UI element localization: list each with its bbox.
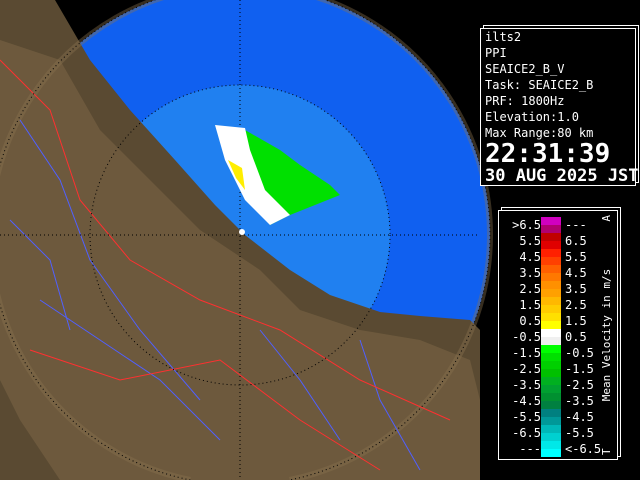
echo-white: [215, 125, 290, 225]
legend-low: -4.5: [512, 394, 541, 408]
legend-high: -4.5: [565, 410, 594, 424]
velocity-legend: >6.5 --- 5.5 6.5 4.5 5.5 3.5 4.5 2.5 3.5 1.5 2.5 0.5…: [498, 210, 618, 460]
legend-swatch: [541, 249, 561, 265]
radar-site: [239, 229, 245, 235]
legend-low: -1.5: [512, 346, 541, 360]
legend-swatch: [541, 313, 561, 329]
legend-swatch: [541, 217, 561, 233]
legend-low: >6.5: [512, 218, 541, 232]
scan-info-panel: ilts2 PPI SEAICE2_B_V Task: SEAICE2_B PR…: [480, 28, 639, 186]
legend-row: 4.5 5.5: [499, 249, 599, 265]
legend-low: -0.5: [512, 330, 541, 344]
legend-swatch: [541, 329, 561, 345]
site-name: ilts2: [485, 30, 522, 44]
legend-row: 3.5 4.5: [499, 265, 599, 281]
echo-yellow: [228, 160, 245, 190]
legend-swatch: [541, 425, 561, 441]
legend-row: -6.5 -5.5: [499, 425, 599, 441]
legend-high: 1.5: [565, 314, 587, 328]
legend-low: -6.5: [512, 426, 541, 440]
legend-row: -5.5 -4.5: [499, 409, 599, 425]
legend-row: -2.5 -1.5: [499, 361, 599, 377]
legend-row: -1.5 -0.5: [499, 345, 599, 361]
scan-time: 22:31:39: [485, 139, 611, 169]
legend-low: 4.5: [519, 250, 541, 264]
legend-high: -3.5: [565, 394, 594, 408]
legend-row: -0.5 0.5: [499, 329, 599, 345]
legend-row: 5.5 6.5: [499, 233, 599, 249]
legend-swatch: [541, 409, 561, 425]
legend-high: 2.5: [565, 298, 587, 312]
toward-marker: T: [600, 448, 613, 455]
max-range: Max Range:80 km: [485, 126, 594, 140]
legend-low: 0.5: [519, 314, 541, 328]
legend-swatch: [541, 281, 561, 297]
legend-high: ---: [565, 218, 587, 232]
borders: [0, 59, 451, 471]
legend-high: -5.5: [565, 426, 594, 440]
legend-low: 3.5: [519, 266, 541, 280]
elevation: Elevation:1.0: [485, 110, 579, 124]
legend-low: -5.5: [512, 410, 541, 424]
legend-high: 6.5: [565, 234, 587, 248]
legend-row: 1.5 2.5: [499, 297, 599, 313]
product-name: SEAICE2_B_V: [485, 62, 565, 76]
legend-row: >6.5 ---: [499, 217, 599, 233]
legend-high: <-6.5: [565, 442, 602, 456]
scan-date: 30 AUG 2025 JST: [485, 166, 639, 186]
legend-low: -3.5: [512, 378, 541, 392]
legend-high: -1.5: [565, 362, 594, 376]
legend-high: 0.5: [565, 330, 587, 344]
prf: PRF: 1800Hz: [485, 94, 565, 108]
legend-high: -2.5: [565, 378, 594, 392]
legend-swatch: [541, 265, 561, 281]
away-marker: A: [600, 215, 613, 222]
legend-title: Mean Velocity in m/s: [600, 268, 613, 402]
legend-low: 5.5: [519, 234, 541, 248]
legend-row: -4.5 -3.5: [499, 393, 599, 409]
legend-high: -0.5: [565, 346, 594, 360]
legend-swatch: [541, 297, 561, 313]
legend-swatch: [541, 361, 561, 377]
legend-high: 4.5: [565, 266, 587, 280]
legend-swatch: [541, 233, 561, 249]
task-name: Task: SEAICE2_B: [485, 78, 594, 92]
scan-mode: PPI: [485, 46, 507, 60]
legend-swatch: [541, 377, 561, 393]
legend-row: 0.5 1.5: [499, 313, 599, 329]
legend-low: ---: [519, 442, 541, 456]
legend-swatch: [541, 393, 561, 409]
rivers: [9, 119, 421, 471]
legend-row: --- <-6.5: [499, 441, 602, 457]
legend-low: 1.5: [519, 298, 541, 312]
legend-swatch: [541, 441, 561, 457]
legend-row: 2.5 3.5: [499, 281, 599, 297]
legend-swatch: [541, 345, 561, 361]
legend-row: -3.5 -2.5: [499, 377, 599, 393]
legend-high: 3.5: [565, 282, 587, 296]
legend-low: 2.5: [519, 282, 541, 296]
legend-high: 5.5: [565, 250, 587, 264]
legend-low: -2.5: [512, 362, 541, 376]
